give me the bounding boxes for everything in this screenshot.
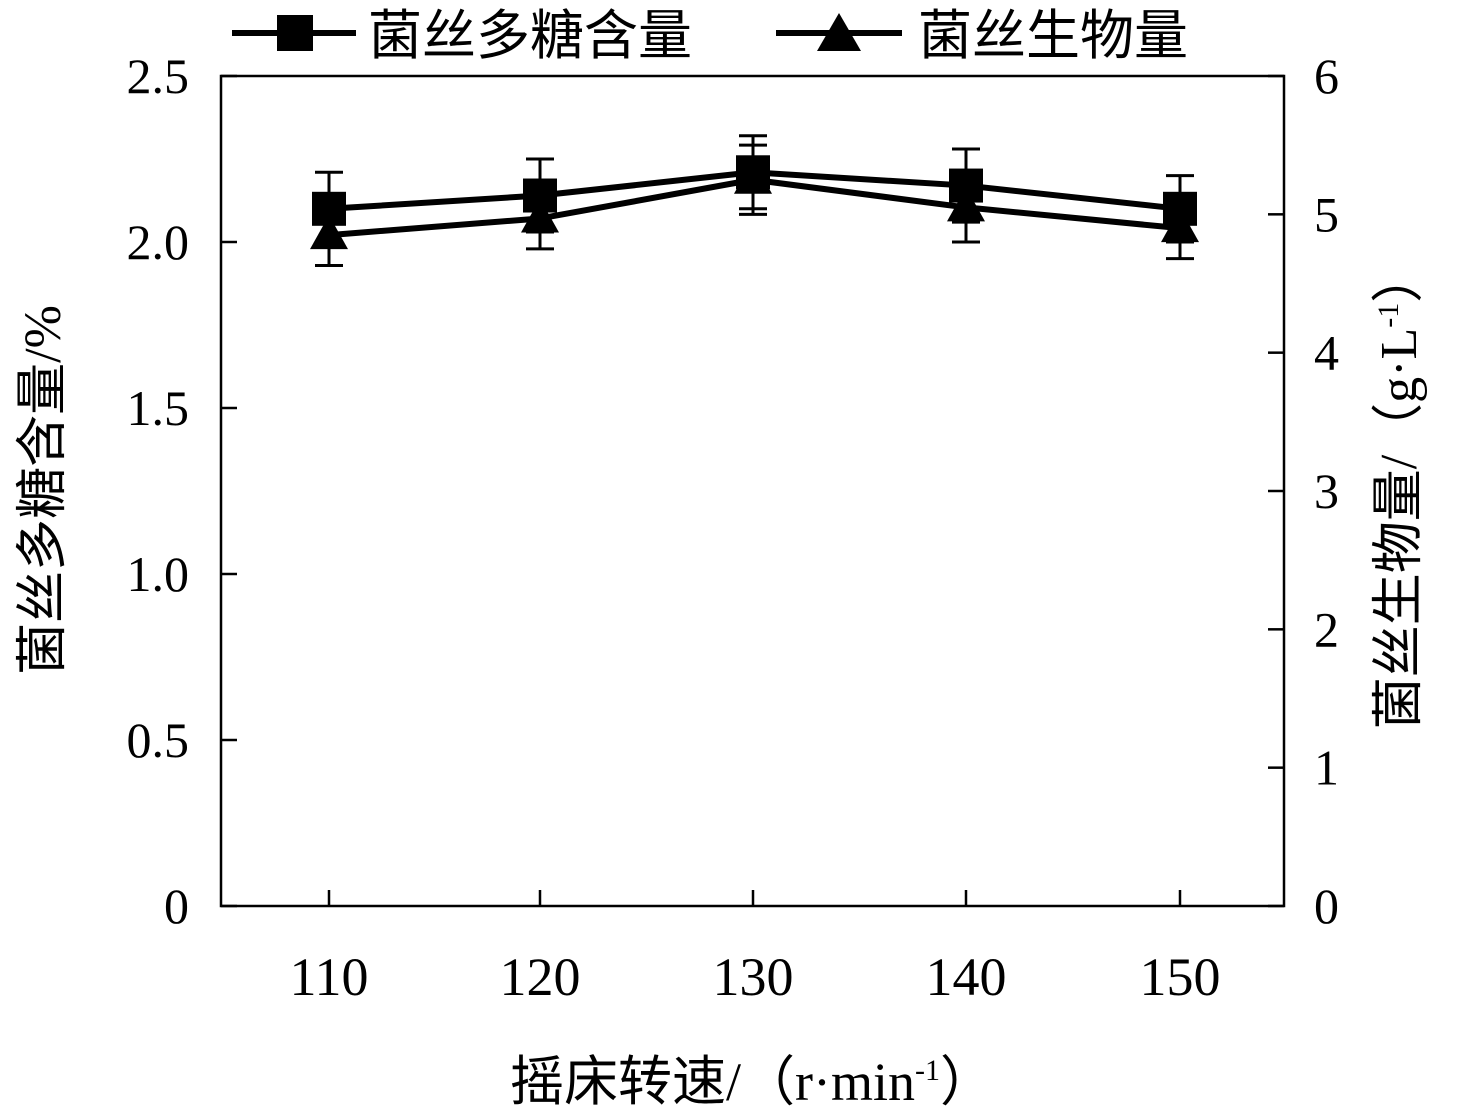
x-axis-label-main: 摇床转速/（r: [510, 1052, 813, 1112]
right-axis-label-unit: L: [1371, 328, 1428, 360]
x-axis-label-dot: ·: [813, 1052, 831, 1112]
left-tick-label: 1.0: [127, 546, 190, 602]
right-axis-label: 菌丝生物量/（g·L-1）: [1371, 251, 1428, 730]
x-axis-label-close: ）: [940, 1052, 994, 1112]
x-tick-label: 130: [713, 947, 794, 1007]
legend-item-biomass: 菌丝生物量: [776, 6, 1188, 66]
right-tick-label: 2: [1314, 601, 1339, 657]
x-axis-label: 摇床转速/（r·min-1）: [510, 1052, 994, 1112]
x-tick-label: 110: [290, 947, 369, 1007]
right-tick-label: 3: [1314, 463, 1339, 519]
legend: 菌丝多糖含量 菌丝生物量: [232, 6, 1188, 66]
data-point-triangle: [947, 187, 985, 222]
legend-marker-triangle: [817, 13, 861, 51]
right-axis-label-dot: ·: [1371, 360, 1428, 377]
left-axis-ticks: 0 0.5 1.0 1.5 2.0 2.5: [127, 48, 237, 934]
left-axis-label: 菌丝多糖含量/%: [15, 305, 72, 675]
left-tick-label: 2.0: [127, 214, 190, 270]
left-tick-label: 1.5: [127, 380, 190, 436]
left-tick-label: 0: [164, 878, 189, 934]
legend-label-polysaccharide: 菌丝多糖含量: [368, 6, 692, 66]
right-tick-label: 4: [1314, 325, 1339, 381]
right-tick-label: 5: [1314, 186, 1339, 242]
right-tick-label: 0: [1314, 878, 1339, 934]
x-axis-label-unit: min: [831, 1052, 915, 1112]
right-tick-label: 1: [1314, 740, 1339, 796]
legend-marker-square: [277, 15, 313, 51]
series-layer: [310, 134, 1199, 268]
series-biomass: [310, 143, 1199, 268]
x-axis-label-sup: -1: [915, 1054, 940, 1087]
left-tick-label: 2.5: [127, 48, 190, 104]
data-point-triangle: [1161, 208, 1199, 243]
legend-item-polysaccharide: 菌丝多糖含量: [232, 6, 692, 66]
legend-label-biomass: 菌丝生物量: [918, 6, 1188, 66]
data-point-triangle: [521, 198, 559, 233]
right-axis-label-close: ）: [1371, 251, 1428, 303]
data-point-triangle: [310, 215, 348, 250]
data-point-triangle: [734, 159, 772, 194]
x-tick-label: 150: [1140, 947, 1221, 1007]
left-tick-label: 0.5: [127, 712, 190, 768]
right-axis-label-sup: -1: [1372, 303, 1405, 328]
right-tick-label: 6: [1314, 48, 1339, 104]
x-tick-label: 120: [500, 947, 581, 1007]
right-axis-label-main: 菌丝生物量/（g: [1371, 377, 1428, 729]
right-axis-ticks: 0 1 2 3 4 5 6: [1268, 48, 1339, 934]
x-tick-label: 140: [926, 947, 1007, 1007]
x-axis-ticks: 110 120 130 140 150: [290, 890, 1221, 1007]
